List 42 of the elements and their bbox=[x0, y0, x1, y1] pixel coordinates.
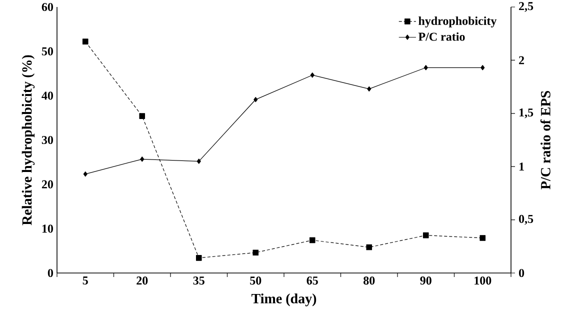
y2-tick-label: 1 bbox=[519, 162, 524, 171]
legend-label: hydrophobicity bbox=[418, 16, 497, 28]
x-tick-label: 100 bbox=[474, 276, 492, 285]
y2-tick-label: 0 bbox=[518, 268, 524, 278]
y-tick-label: 10 bbox=[42, 224, 54, 233]
point bbox=[367, 86, 372, 92]
x-tick-label: 5 bbox=[82, 276, 88, 284]
x-tick-label: 50 bbox=[250, 276, 262, 285]
point bbox=[309, 237, 316, 244]
x-tick-label: 35 bbox=[193, 276, 204, 285]
point bbox=[139, 113, 146, 119]
point bbox=[424, 65, 428, 70]
point bbox=[196, 255, 202, 261]
point bbox=[366, 244, 372, 250]
y-tick-label: 20 bbox=[42, 180, 54, 188]
y-tick-label: 30 bbox=[42, 136, 54, 144]
point bbox=[83, 171, 88, 177]
y2-tick-label: 2 bbox=[519, 56, 524, 64]
point bbox=[252, 250, 259, 256]
y-tick-label: 40 bbox=[42, 92, 54, 100]
point bbox=[422, 232, 429, 238]
y2-tick-label: 1,5 bbox=[519, 108, 534, 118]
point bbox=[196, 158, 201, 164]
legend-label: P/C ratio bbox=[418, 32, 465, 41]
y2-axis-title: P/C ratio of EPS bbox=[540, 91, 550, 190]
y2-tick-label: 2,5 bbox=[519, 2, 534, 12]
x-tick-label: 90 bbox=[420, 276, 432, 285]
y-axis-title: Relative hydrophobicity (%) bbox=[22, 55, 35, 226]
point bbox=[140, 156, 144, 162]
point bbox=[480, 235, 486, 241]
y-tick-label: 60 bbox=[42, 2, 54, 12]
point bbox=[480, 65, 485, 70]
x-axis-title: Time (day) bbox=[251, 293, 316, 306]
x-tick-label: 20 bbox=[136, 276, 148, 285]
point bbox=[310, 72, 314, 78]
y-tick-label: 50 bbox=[42, 47, 54, 56]
x-tick-label: 65 bbox=[306, 276, 318, 285]
point bbox=[82, 38, 88, 44]
y2-tick-label: 0,5 bbox=[518, 214, 534, 225]
y-tick-label: 0 bbox=[48, 268, 54, 278]
x-tick-label: 80 bbox=[364, 276, 375, 285]
point bbox=[254, 96, 258, 102]
